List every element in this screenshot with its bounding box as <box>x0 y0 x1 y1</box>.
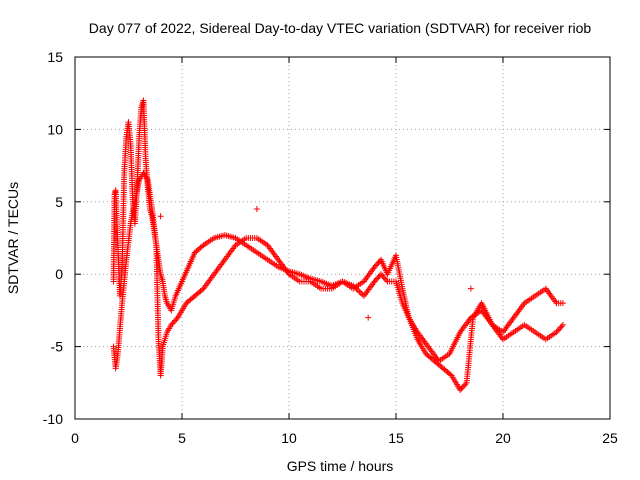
data-point-series-2 <box>559 321 566 328</box>
data-point-series-2 <box>380 274 387 281</box>
tick-layer <box>74 56 611 420</box>
data-point-series-3 <box>157 213 164 220</box>
data-point-series-3 <box>365 314 372 321</box>
x-tick-labels: 0 5 10 15 20 25 <box>71 430 618 446</box>
x-axis-label: GPS time / hours <box>287 458 394 474</box>
data-point-series-2 <box>371 278 378 285</box>
data-point-series-3 <box>467 285 474 292</box>
y-tick-labels: -10 -5 0 5 10 15 <box>43 49 63 427</box>
data-point-series-2 <box>457 387 464 394</box>
data-point-series-2 <box>375 274 382 281</box>
data-point-series-1 <box>559 300 566 307</box>
data-point-series-2 <box>372 276 379 283</box>
data-point-series-2 <box>558 323 565 330</box>
data-point-series-1 <box>374 261 381 268</box>
x-tick-label: 0 <box>71 430 79 446</box>
x-tick-label: 25 <box>602 430 618 446</box>
data-point-series-2 <box>553 329 560 336</box>
y-tick-label: 5 <box>55 194 63 210</box>
y-tick-label: 10 <box>47 121 63 137</box>
y-tick-label: 15 <box>47 49 63 65</box>
y-axis-label: SDTVAR / TECUs <box>5 182 21 294</box>
marks-layer <box>110 97 566 394</box>
data-point-series-2 <box>458 385 465 392</box>
x-tick-label: 5 <box>178 430 186 446</box>
data-point-series-2 <box>168 321 175 328</box>
data-point-series-2 <box>557 324 564 331</box>
data-point-series-2 <box>461 382 468 389</box>
data-point-series-2 <box>354 287 361 294</box>
data-point-series-2 <box>556 326 563 333</box>
data-point-series-2 <box>447 371 454 378</box>
data-point-series-2 <box>374 275 381 282</box>
data-point-series-1 <box>198 243 205 250</box>
data-point-series-2 <box>379 272 386 279</box>
data-point-series-1 <box>372 262 379 269</box>
y-tick-label: -5 <box>51 339 64 355</box>
data-point-series-2 <box>462 381 469 388</box>
y-tick-label: 0 <box>55 266 63 282</box>
data-point-series-2 <box>381 275 388 282</box>
data-point-series-2 <box>169 320 176 327</box>
data-point-series-3 <box>253 206 260 213</box>
data-point-series-2 <box>172 317 179 324</box>
grid-layer <box>75 57 610 419</box>
data-point-series-2 <box>459 384 466 391</box>
x-tick-label: 15 <box>388 430 404 446</box>
data-point-series-2 <box>378 271 385 278</box>
x-tick-label: 10 <box>281 430 297 446</box>
data-point-series-1 <box>375 259 382 266</box>
data-point-series-2 <box>173 316 180 323</box>
data-point-series-2 <box>357 290 364 297</box>
x-tick-label: 20 <box>495 430 511 446</box>
plot-frame-group <box>74 56 611 420</box>
data-point-series-2 <box>198 286 205 293</box>
data-point-series-2 <box>554 327 561 334</box>
plot-frame <box>74 56 611 420</box>
y-tick-label: -10 <box>43 411 63 427</box>
data-point-series-2 <box>383 276 390 283</box>
data-point-series-1 <box>371 263 378 270</box>
chart-title: Day 077 of 2022, Sidereal Day-to-day VTE… <box>89 20 592 36</box>
data-point-series-2 <box>356 288 363 295</box>
data-point-series-2 <box>170 318 177 325</box>
